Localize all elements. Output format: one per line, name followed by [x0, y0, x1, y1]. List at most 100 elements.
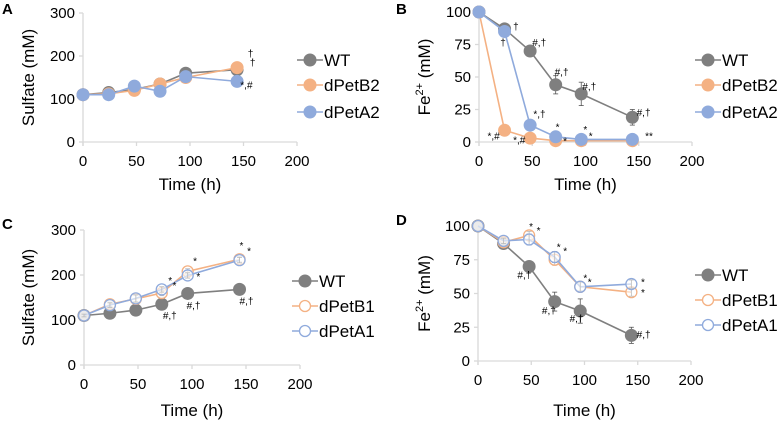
data-point — [179, 70, 193, 84]
x-tick-label: 100 — [572, 372, 597, 389]
x-axis-title: Time (h) — [553, 401, 616, 420]
significance-annotation: *,† — [533, 109, 545, 120]
legend-label: dPetA1 — [722, 316, 777, 335]
y-tick-label: 0 — [463, 134, 471, 151]
x-axis-title: Time (h) — [159, 175, 222, 194]
significance-annotation: *,# — [240, 80, 253, 91]
data-point — [498, 25, 512, 38]
data-point — [549, 78, 563, 92]
legend-label: WT — [722, 266, 748, 285]
x-tick-label: 100 — [177, 153, 202, 170]
significance-annotation: * — [247, 246, 251, 257]
panel-label: D — [396, 212, 407, 229]
significance-annotation: #,† — [532, 38, 546, 49]
legend-label: WT — [324, 51, 350, 70]
y-axis-title: Fe2+ (mM) — [414, 39, 434, 116]
data-point — [127, 79, 141, 93]
data-point — [497, 234, 510, 248]
significance-annotation: * — [240, 241, 244, 252]
data-point — [625, 277, 638, 291]
panel-label: B — [396, 1, 407, 18]
x-tick-label: 50 — [130, 376, 147, 393]
y-axis-title-main: Fe — [415, 312, 434, 332]
legend-label: WT — [722, 51, 748, 70]
panel-C: C 0 100 200 300 0 50 100 150 200 Time (h) Sulfate (… — [2, 216, 375, 420]
x-axis-title: Time (h) — [161, 401, 224, 420]
legend-label: dPetB1 — [319, 297, 375, 316]
data-point — [523, 118, 537, 132]
panel-label: C — [2, 216, 13, 233]
data-point — [574, 132, 588, 146]
x-tick-label: 150 — [231, 153, 256, 170]
x-tick-label: 100 — [179, 376, 204, 393]
legend-label: WT — [319, 272, 345, 291]
significance-annotation: * — [641, 288, 645, 299]
significance-annotation: #,† — [517, 271, 531, 282]
significance-annotation: #,† — [555, 68, 569, 79]
y-tick-label: 200 — [50, 48, 75, 65]
y-tick-label: 0 — [68, 357, 76, 374]
significance-annotation: * — [563, 246, 567, 257]
data-point — [522, 233, 536, 246]
significance-annotation: * — [537, 226, 541, 237]
y-axis-title-main: Sulfate (mM) — [19, 249, 38, 346]
legend-marker — [303, 105, 317, 119]
significance-annotation: #,† — [187, 301, 201, 312]
data-point — [471, 219, 485, 233]
significance-annotation: * — [588, 277, 592, 288]
x-tick-label: 150 — [626, 153, 651, 170]
significance-annotation: † — [250, 58, 256, 69]
significance-annotation: #,† — [163, 311, 177, 322]
significance-annotation: * — [589, 131, 593, 142]
significance-annotation: *,# — [488, 131, 501, 142]
significance-annotation: * — [583, 273, 587, 284]
y-axis-title-unit: (mM) — [415, 39, 434, 83]
significance-annotation: *,# — [513, 135, 526, 146]
legend-marker — [298, 324, 312, 338]
panel-label: A — [2, 1, 13, 18]
data-point — [181, 269, 194, 282]
significance-annotation: † — [513, 22, 519, 33]
y-tick-label: 50 — [453, 286, 470, 303]
y-tick-label: 0 — [67, 134, 75, 151]
significance-annotation: * — [556, 122, 560, 133]
data-point — [625, 110, 639, 124]
y-tick-label: 200 — [51, 267, 76, 284]
data-point — [548, 250, 561, 264]
legend-marker — [701, 268, 715, 282]
data-point — [102, 88, 116, 102]
y-axis-title: Fe2+ (mM) — [414, 255, 434, 332]
data-point — [233, 282, 247, 296]
data-point — [155, 283, 168, 296]
significance-annotation: * — [641, 277, 645, 288]
significance-annotation: * — [196, 272, 200, 283]
y-tick-label: 100 — [446, 4, 471, 21]
data-point — [155, 297, 169, 311]
data-point — [574, 280, 587, 293]
significance-annotation: † — [500, 38, 506, 49]
legend-label: dPetA2 — [324, 103, 380, 122]
data-point — [523, 44, 537, 58]
x-tick-label: 0 — [79, 153, 87, 170]
significance-annotation: #,† — [570, 314, 584, 325]
series-WT — [472, 5, 639, 126]
data-point — [181, 286, 195, 300]
significance-annotation: #,† — [582, 82, 596, 93]
series-dPetA2 — [472, 5, 639, 146]
y-tick-label: 25 — [453, 319, 470, 336]
x-tick-label: 200 — [287, 376, 312, 393]
data-point — [129, 303, 143, 317]
y-tick-label: 300 — [50, 5, 75, 22]
legend-marker — [701, 78, 715, 92]
significance-annotation: #,† — [542, 306, 556, 317]
y-tick-label: 25 — [454, 102, 471, 119]
y-axis-title: Sulfate (mM) — [19, 249, 38, 346]
y-tick-label: 300 — [51, 222, 76, 239]
data-point — [129, 292, 142, 305]
legend-marker — [303, 78, 317, 92]
y-axis-title-main: Fe — [415, 96, 434, 116]
significance-annotation: * — [168, 276, 172, 287]
significance-annotation: #,† — [240, 296, 254, 307]
data-point — [153, 84, 167, 98]
x-tick-label: 200 — [679, 153, 704, 170]
